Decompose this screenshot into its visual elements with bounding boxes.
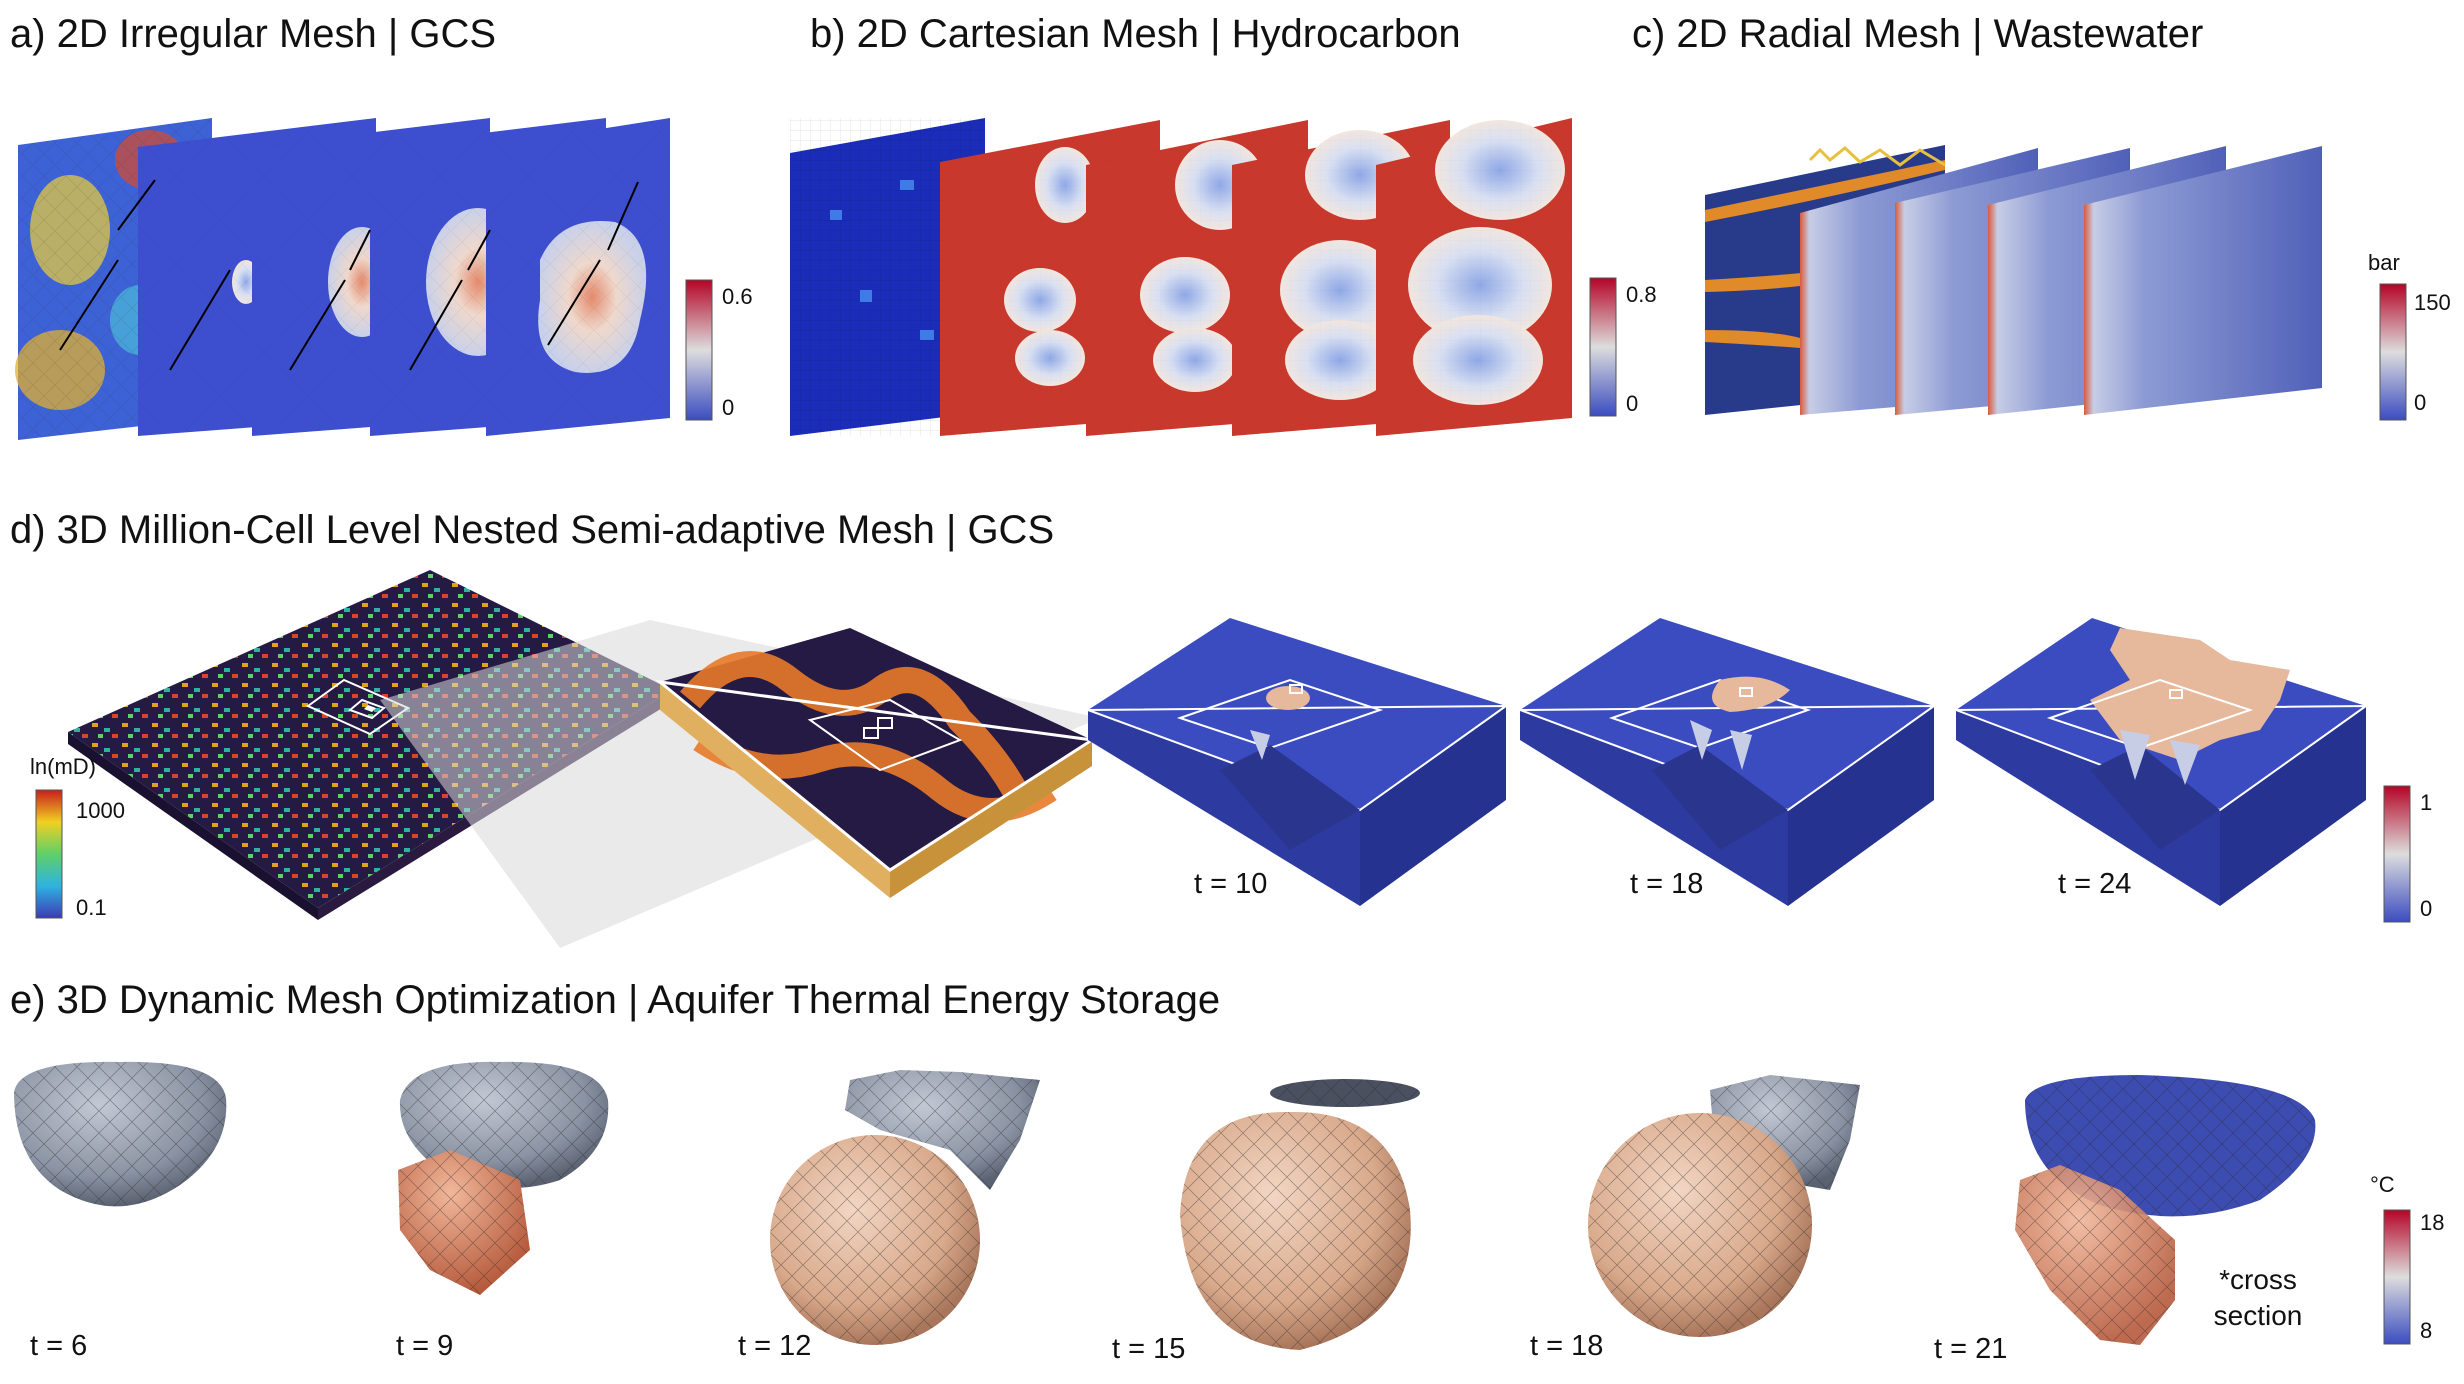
panel-e-title: e) 3D Dynamic Mesh Optimization | Aquife…: [10, 978, 1221, 1022]
panel-c-cbar-unit: bar: [2368, 250, 2400, 275]
panel-c-cbar-min: 0: [2414, 390, 2427, 415]
panel-d-title: d) 3D Million-Cell Level Nested Semi-ada…: [10, 508, 1055, 552]
cross-section-note: *cross section: [2213, 1264, 2303, 1331]
panel-e-time-label: t = 21: [1934, 1333, 2008, 1365]
panel-d-time-label: t = 18: [1630, 868, 1704, 900]
panel-d-sat-min: 0: [2420, 896, 2433, 921]
panel-b-cbar-max: 0.8: [1626, 282, 1657, 307]
panel-d-perm-unit: ln(mD): [30, 754, 96, 779]
panel-c-title: c) 2D Radial Mesh | Wastewater: [1632, 12, 2204, 56]
panel-e-colorbar: [2383, 1209, 2411, 1345]
panel-d-zoom-block: [654, 628, 1097, 898]
panel-e-time-label: t = 9: [396, 1330, 454, 1362]
panel-e-time-label: t = 18: [1530, 1330, 1604, 1362]
panel-a-title: a) 2D Irregular Mesh | GCS: [10, 12, 497, 56]
panel-e-time-label: t = 15: [1112, 1333, 1186, 1365]
panel-a-colorbar: [685, 279, 713, 421]
panel-c-cbar-max: 150: [2414, 290, 2451, 315]
panel-d-perm-max: 1000: [76, 798, 125, 823]
panel-e-time-label: t = 6: [30, 1330, 88, 1362]
panel-d-saturation-blocks: [1087, 618, 2370, 906]
panel-e-bodies: [14, 1061, 2316, 1350]
panel-c-colorbar: [2379, 283, 2407, 421]
panel-b-slices: [790, 118, 1572, 436]
panel-d-sat-max: 1: [2420, 790, 2433, 815]
panel-b-cbar-min: 0: [1626, 391, 1639, 416]
panel-d-perm-colorbar: [35, 789, 63, 919]
panel-b-colorbar: [1589, 277, 1617, 417]
panel-d-time-label: t = 24: [2058, 868, 2132, 900]
panel-e-cbar-unit: °C: [2370, 1172, 2395, 1197]
panel-d-time-label: t = 10: [1194, 868, 1268, 900]
panel-c-slices: [1705, 145, 2322, 415]
panel-e-cbar-max: 18: [2420, 1210, 2445, 1235]
panel-e-time-label: t = 12: [738, 1330, 812, 1362]
panel-e-cbar-min: 8: [2420, 1318, 2433, 1343]
panel-d-sat-colorbar: [2383, 785, 2411, 923]
panel-a-cbar-min: 0: [722, 395, 735, 420]
panel-a-cbar-max: 0.6: [722, 284, 753, 309]
panel-d-perm-min: 0.1: [76, 895, 107, 920]
panel-a-slices: [15, 118, 670, 440]
panel-b-title: b) 2D Cartesian Mesh | Hydrocarbon: [810, 12, 1461, 56]
